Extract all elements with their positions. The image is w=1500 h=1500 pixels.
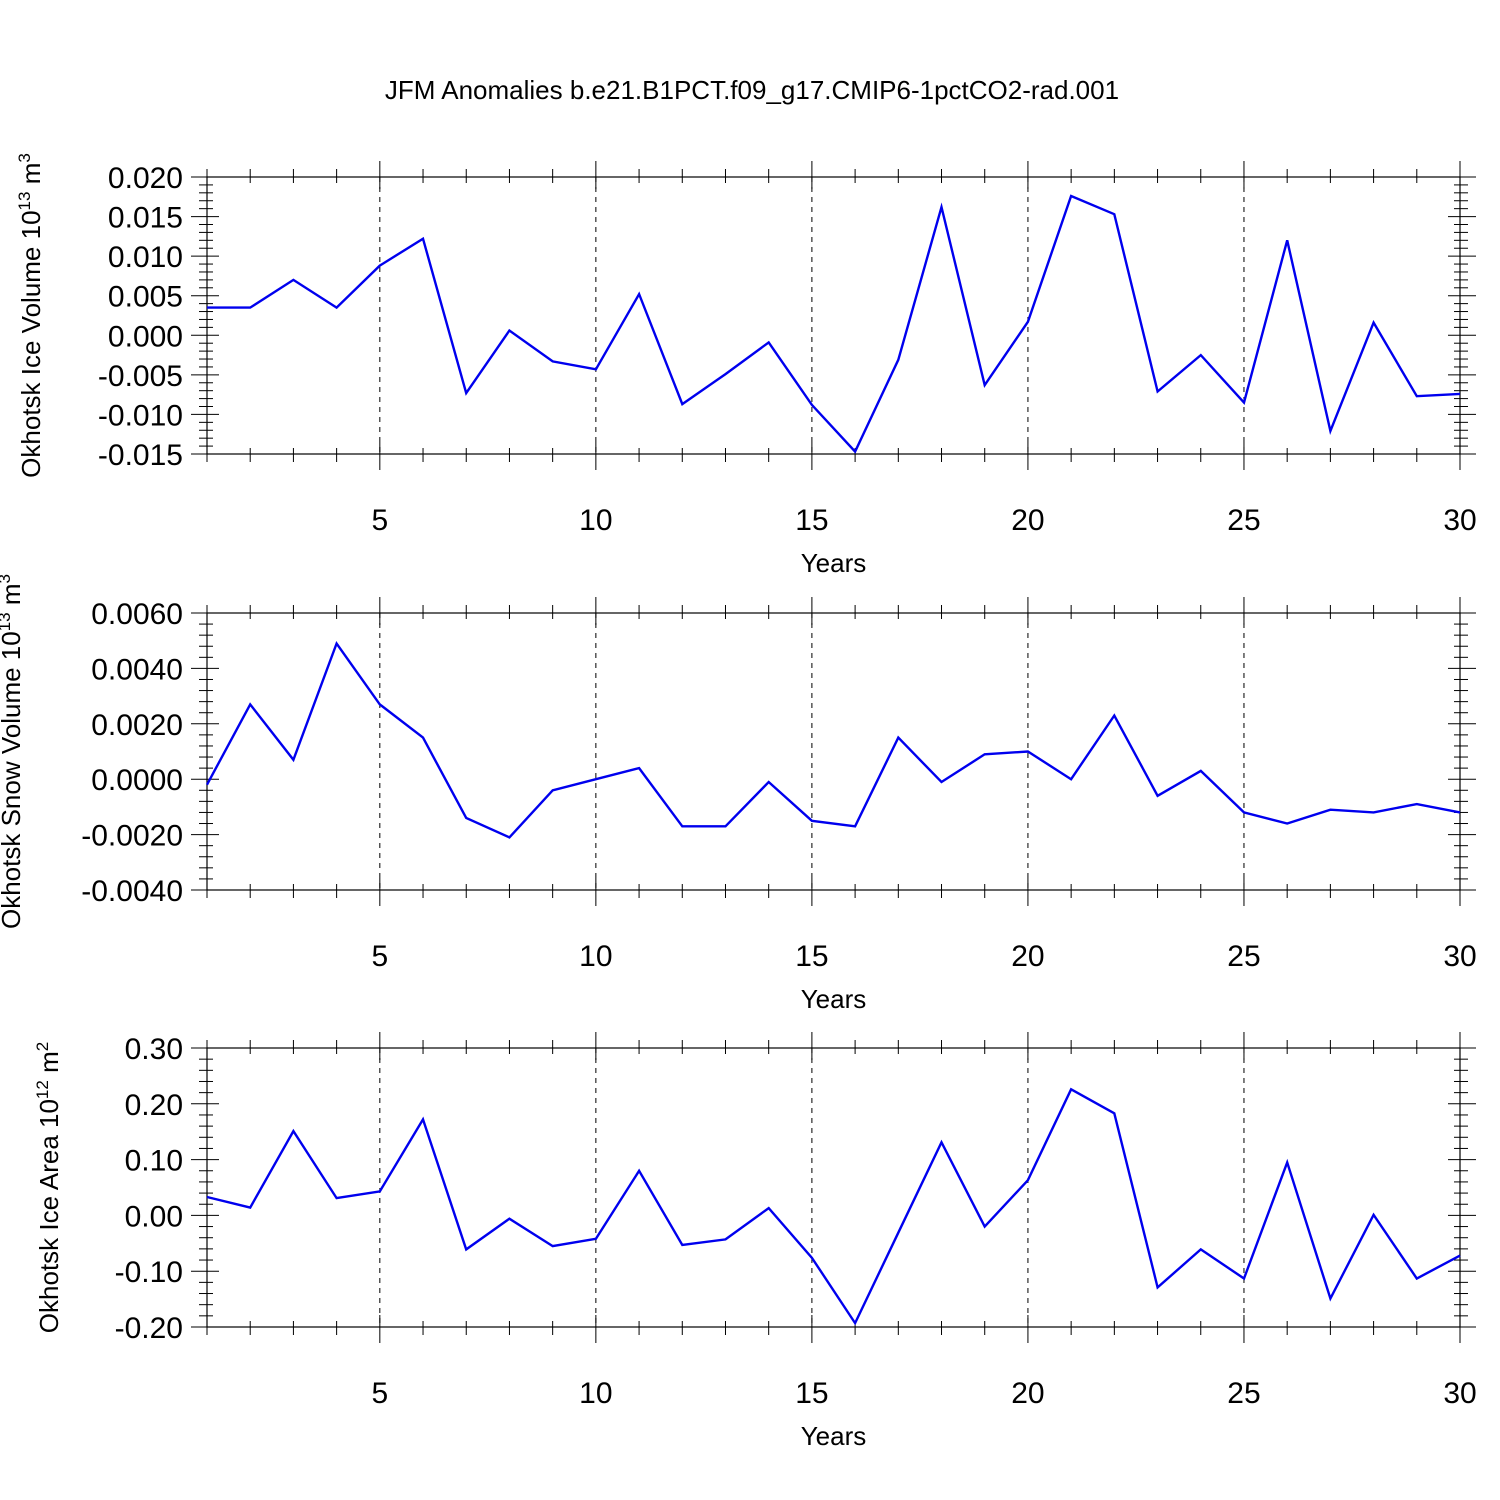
y-tick-label: -0.0020 bbox=[81, 820, 183, 853]
y-axis-label: Okhotsk Ice Area 1012 m2 bbox=[33, 1042, 64, 1333]
x-axis-label: Years bbox=[801, 984, 867, 1014]
plot-frame bbox=[206, 612, 1461, 891]
y-tick-label: -0.20 bbox=[115, 1312, 183, 1345]
y-tick-label: 0.20 bbox=[125, 1089, 183, 1122]
chart-panel-3: -0.20 -0.10 0.00 0.10 0.20 0.30 5 10 15 20 25 30 Yea… bbox=[33, 1032, 1477, 1451]
y-tick-label: 0.015 bbox=[108, 202, 183, 235]
x-tick-label: 25 bbox=[1227, 1377, 1260, 1410]
x-tick-label: 15 bbox=[795, 504, 828, 537]
x-tick-label: 30 bbox=[1443, 504, 1476, 537]
y-tick-label: -0.010 bbox=[98, 399, 183, 432]
y-tick-label: 0.0040 bbox=[91, 653, 183, 686]
chart-panels: -0.015-0.010-0.0050.0000.0050.0100.0150.… bbox=[0, 153, 1477, 1451]
y-tick-label: -0.005 bbox=[98, 360, 183, 393]
y-tick-label: 0.010 bbox=[108, 241, 183, 274]
series-line bbox=[207, 194, 1461, 454]
y-tick-label: 0.0020 bbox=[91, 709, 183, 742]
y-tick-label: 0.005 bbox=[108, 281, 183, 314]
x-tick-label: 10 bbox=[579, 1377, 612, 1410]
figure-title: JFM Anomalies b.e21.B1PCT.f09_g17.CMIP6-… bbox=[385, 75, 1119, 105]
x-tick-label: 15 bbox=[795, 1377, 828, 1410]
series-line bbox=[205, 640, 1461, 839]
x-tick-label: 5 bbox=[371, 504, 388, 537]
x-tick-label: 10 bbox=[579, 940, 612, 973]
x-tick-label: 30 bbox=[1443, 940, 1476, 973]
y-tick-label: 0.0000 bbox=[91, 764, 183, 797]
y-tick-label: 0.0060 bbox=[91, 598, 183, 631]
y-tick-label: 0.30 bbox=[125, 1033, 183, 1066]
plot-frame bbox=[206, 1047, 1461, 1328]
x-tick-label: 20 bbox=[1011, 1377, 1044, 1410]
x-tick-label: 5 bbox=[371, 1377, 388, 1410]
plot-frame bbox=[206, 176, 1461, 455]
series-line bbox=[206, 1087, 1461, 1326]
chart-panel-1: -0.015 -0.010 -0.005 0.000 0.005 0.010 0.015 0.… bbox=[15, 153, 1477, 578]
x-tick-label: 25 bbox=[1227, 940, 1260, 973]
x-tick-label: 10 bbox=[579, 504, 612, 537]
y-tick-label: 0.020 bbox=[108, 162, 183, 195]
x-tick-label: 15 bbox=[795, 940, 828, 973]
y-axis-label: Okhotsk Ice Volume 1013 m3 bbox=[15, 153, 46, 478]
chart-panel-2: -0.0040 -0.0020 0.0000 0.0020 0.0040 0.0060 5 1… bbox=[0, 574, 1477, 1014]
y-tick-label: -0.015 bbox=[98, 439, 183, 472]
x-tick-label: 20 bbox=[1011, 940, 1044, 973]
y-tick-label: -0.10 bbox=[115, 1256, 183, 1289]
x-axis-label: Years bbox=[801, 548, 867, 578]
y-tick-label: 0.00 bbox=[125, 1200, 183, 1233]
y-axis-label: Okhotsk Snow Volume 1013 m3 bbox=[0, 574, 26, 929]
x-tick-label: 20 bbox=[1011, 504, 1044, 537]
y-tick-label: 0.000 bbox=[108, 320, 183, 353]
x-tick-label: 25 bbox=[1227, 504, 1260, 537]
y-tick-label: -0.0040 bbox=[81, 875, 183, 908]
y-tick-label: 0.10 bbox=[125, 1145, 183, 1178]
x-axis-label: Years bbox=[801, 1421, 867, 1451]
x-tick-label: 30 bbox=[1443, 1377, 1476, 1410]
x-tick-label: 5 bbox=[371, 940, 388, 973]
